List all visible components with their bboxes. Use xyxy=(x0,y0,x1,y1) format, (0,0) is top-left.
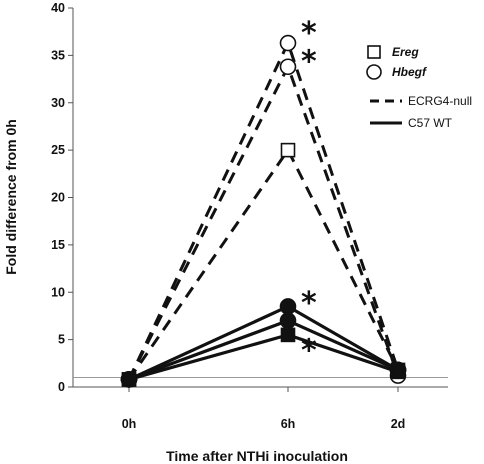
series-line xyxy=(127,41,400,381)
y-tick-label: 0 xyxy=(58,380,65,394)
y-tick-label: 5 xyxy=(58,333,65,347)
data-point-circle xyxy=(279,34,297,52)
y-tick-label: 35 xyxy=(51,48,65,62)
y-tick-label: 25 xyxy=(51,143,65,157)
data-point-square xyxy=(280,142,296,158)
significance-star: * xyxy=(301,286,317,321)
data-point-circle xyxy=(279,58,297,76)
axes: 0 5 10 15 20 25 30 35 40 0h 6h 2d xyxy=(51,1,448,431)
data-point-square xyxy=(390,364,406,380)
x-axis-title: Time after NTHi inoculation xyxy=(166,448,348,464)
series-line xyxy=(127,65,400,381)
series-line xyxy=(128,319,399,381)
legend-label: Hbegf xyxy=(392,65,427,79)
data-point-square xyxy=(121,372,137,387)
series-hbegf-ecrg4-null xyxy=(120,34,407,388)
legend-label: C57 WT xyxy=(408,116,453,130)
y-tick-label: 15 xyxy=(51,238,65,252)
legend-marker-square xyxy=(367,45,381,59)
series-line xyxy=(128,333,399,381)
y-tick-label: 10 xyxy=(51,285,65,299)
data-point-square xyxy=(280,327,296,343)
x-tick-label: 2d xyxy=(391,417,406,431)
series-layer: **** xyxy=(120,16,407,388)
y-tick-label: 20 xyxy=(51,191,65,205)
series-ereg-c57-wt xyxy=(121,327,406,387)
data-point-circle xyxy=(279,312,297,329)
x-tick-label: 0h xyxy=(122,417,137,431)
series-hbegf-ecrg4-null xyxy=(120,58,407,388)
significance-star: * xyxy=(301,44,317,79)
y-tick-label: 30 xyxy=(51,96,65,110)
legend-label: Ereg xyxy=(392,45,419,59)
legend: Ereg Hbegf ECRG4-null C57 WT xyxy=(366,45,472,130)
x-tick-label: 6h xyxy=(281,417,296,431)
series-line xyxy=(127,148,400,381)
data-point-circle xyxy=(279,298,297,315)
significance-star: * xyxy=(301,16,317,51)
y-tick-label: 40 xyxy=(51,1,65,15)
legend-label: ECRG4-null xyxy=(408,94,472,108)
significance-star: * xyxy=(301,333,317,368)
y-axis-title: Fold difference from 0h xyxy=(3,119,19,275)
legend-marker-circle xyxy=(366,64,382,80)
